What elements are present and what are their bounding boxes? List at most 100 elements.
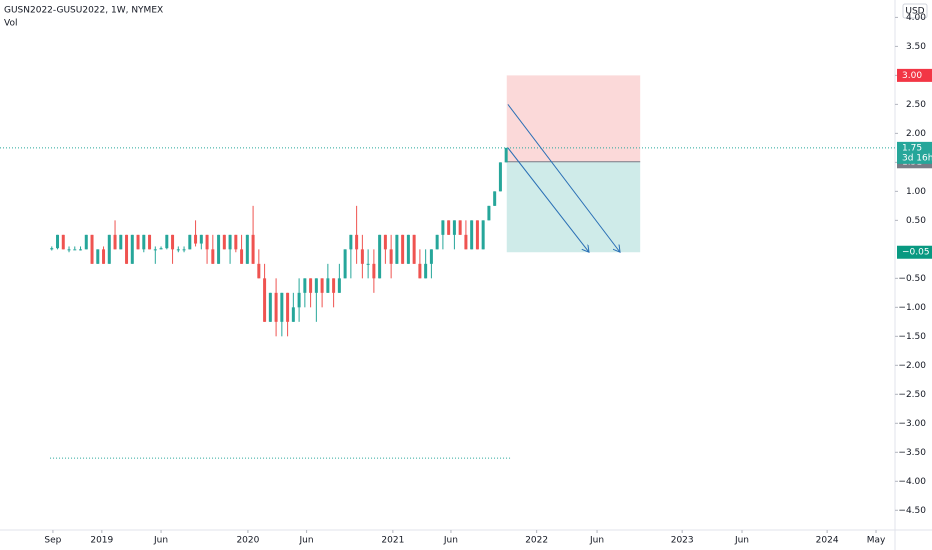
- y-tick-label: −0.50: [898, 274, 926, 284]
- y-tick-label: −3.50: [898, 448, 926, 458]
- candle-body: [498, 162, 502, 192]
- candle-body: [412, 234, 416, 264]
- x-tick-label: 2019: [90, 536, 113, 546]
- volume-label: Vol: [4, 19, 17, 29]
- y-tick-label: −2.50: [898, 390, 926, 400]
- candle-body: [326, 278, 330, 293]
- y-tick-label: −3.00: [898, 419, 926, 429]
- candle-body: [435, 234, 439, 250]
- candle-body: [171, 234, 175, 250]
- candle-body: [205, 234, 209, 250]
- candle-body: [452, 220, 456, 235]
- candle-body: [291, 307, 295, 322]
- candle-body: [50, 248, 54, 250]
- candle-body: [67, 249, 71, 251]
- candle-body: [447, 220, 451, 235]
- y-tick-label: −1.50: [898, 332, 926, 342]
- candle-body: [176, 249, 180, 251]
- candle-body: [441, 220, 445, 235]
- candle-body: [378, 234, 382, 279]
- candle-body: [61, 234, 65, 250]
- candle-body: [274, 292, 278, 322]
- candle-body: [429, 249, 433, 264]
- candle-body: [309, 278, 313, 293]
- candle-body: [148, 234, 152, 250]
- candle-body: [79, 249, 83, 251]
- candle-body: [102, 249, 106, 264]
- candle-body: [96, 249, 100, 264]
- candle-body: [113, 234, 117, 250]
- candle-body: [470, 220, 474, 250]
- y-tick-label: 2.00: [906, 129, 926, 139]
- candle-body: [142, 234, 146, 250]
- candle-body: [349, 234, 353, 250]
- target-label: −0.05: [902, 248, 930, 258]
- candle-body: [130, 234, 134, 264]
- candle-body: [458, 220, 462, 235]
- currency-box[interactable]: [902, 3, 928, 19]
- stop-label: 3.00: [902, 71, 922, 81]
- candle-body: [84, 234, 88, 250]
- currency[interactable]: USD: [905, 7, 924, 17]
- target-zone: [506, 161, 641, 253]
- candle-body: [125, 234, 129, 264]
- arrow: [507, 147, 589, 252]
- stop-label-box: [897, 68, 932, 82]
- x-tick-label: Jun: [734, 536, 749, 546]
- x-tick-label: Jun: [443, 536, 458, 546]
- candle-body: [487, 205, 491, 221]
- x-tick-label: Jun: [589, 536, 604, 546]
- candle-body: [217, 234, 221, 264]
- x-tick-label: May: [867, 536, 886, 546]
- candle-body: [297, 292, 301, 308]
- x-tick-label: 2022: [525, 536, 548, 546]
- candle-body: [481, 220, 485, 250]
- candle-body: [251, 234, 255, 264]
- candle-body: [188, 234, 192, 250]
- candle-body: [424, 263, 428, 279]
- x-tick-label: Jun: [153, 536, 168, 546]
- stop-zone: [506, 75, 641, 162]
- symbol-title: GUSN2022-GUSU2022, 1W, NYMEX: [4, 6, 163, 16]
- candle-body: [153, 249, 157, 251]
- candle-body: [320, 278, 324, 293]
- candle-body: [268, 292, 272, 322]
- candle-body: [389, 249, 393, 264]
- candle-body: [504, 147, 508, 163]
- y-tick-label: 3.50: [906, 42, 926, 52]
- candle-body: [343, 249, 347, 279]
- candle-body: [222, 234, 226, 250]
- candle-body: [286, 292, 290, 322]
- candle-body: [263, 278, 267, 322]
- candle-body: [360, 249, 364, 264]
- candle-body: [406, 234, 410, 264]
- countdown: 3d 16h: [902, 153, 932, 163]
- y-tick-label: −4.50: [898, 506, 926, 516]
- candle-body: [475, 220, 479, 250]
- last-price-label: 1.75: [902, 143, 922, 153]
- y-tick-label: −1.00: [898, 303, 926, 313]
- x-tick-label: 2020: [236, 536, 259, 546]
- candle-body: [401, 234, 405, 264]
- last-price-box: [897, 141, 932, 164]
- candle-body: [107, 234, 111, 264]
- candle-body: [493, 191, 497, 206]
- candle-body: [280, 292, 284, 322]
- candle-body: [245, 234, 249, 264]
- candle-body: [366, 263, 370, 265]
- candle-body: [383, 234, 387, 250]
- y-tick-label: −4.00: [898, 477, 926, 487]
- x-tick-label: 2024: [816, 536, 839, 546]
- candle-body: [119, 234, 123, 250]
- candle-body: [332, 278, 336, 293]
- candle-body: [199, 234, 203, 244]
- candle-body: [211, 249, 215, 264]
- y-tick-label: −2.00: [898, 361, 926, 371]
- candle-body: [90, 234, 94, 264]
- x-tick-label: Jun: [299, 536, 314, 546]
- target-label-box: [897, 245, 932, 259]
- x-tick-label: Sep: [44, 536, 61, 546]
- candle-body: [182, 249, 186, 251]
- y-tick-label: 2.50: [906, 100, 926, 110]
